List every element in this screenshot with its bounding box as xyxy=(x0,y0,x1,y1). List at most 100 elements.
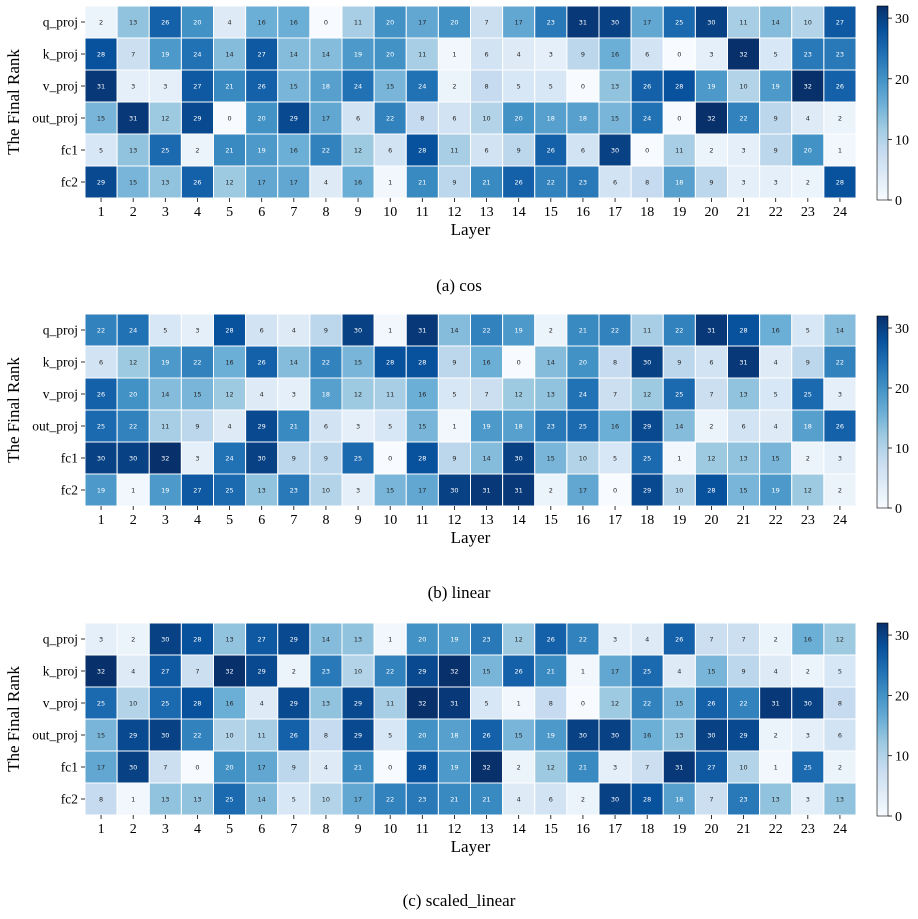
cell-value: 13 xyxy=(611,82,619,90)
cell-value: 6 xyxy=(388,146,392,154)
heatmap-cell xyxy=(470,37,504,71)
cell-value: 23 xyxy=(739,795,747,803)
col-label: 13 xyxy=(480,822,494,837)
cell-value: 26 xyxy=(515,667,523,675)
heatmap-cell xyxy=(341,441,375,475)
cell-value: 5 xyxy=(99,146,103,154)
cell-value: 26 xyxy=(193,178,201,186)
heatmap-cell xyxy=(180,718,215,752)
cell-value: 17 xyxy=(354,795,362,803)
heatmap-cell xyxy=(630,37,664,71)
cell-value: 25 xyxy=(354,454,362,462)
cell-value: 2 xyxy=(452,82,456,90)
cell-value: 15 xyxy=(386,486,394,494)
cell-value: 30 xyxy=(611,146,619,154)
y-axis-label: The Final Rank xyxy=(4,49,23,155)
cell-value: 16 xyxy=(418,390,426,398)
heatmap-cell xyxy=(598,782,632,816)
heatmap-cell xyxy=(405,69,439,103)
cell-value: 6 xyxy=(741,422,745,430)
col-label: 10 xyxy=(383,513,397,528)
row-label: k_proj xyxy=(43,664,78,679)
heatmap-cell xyxy=(759,5,793,39)
cell-value: 28 xyxy=(707,486,715,494)
cell-value: 21 xyxy=(579,763,587,771)
col-label: 4 xyxy=(194,205,201,220)
col-label: 15 xyxy=(544,822,558,837)
cell-value: 21 xyxy=(418,178,426,186)
cell-value: 25 xyxy=(97,422,105,430)
cell-value: 5 xyxy=(484,699,488,707)
cell-value: 19 xyxy=(97,486,105,494)
heatmap-cell xyxy=(791,101,825,135)
cell-value: 28 xyxy=(418,454,426,462)
colorbar xyxy=(876,315,889,509)
cell-value: 18 xyxy=(547,114,555,122)
col-label: 5 xyxy=(226,513,233,528)
cell-value: 12 xyxy=(354,390,362,398)
heatmap-cell xyxy=(373,409,407,443)
cell-value: 11 xyxy=(386,699,394,707)
cell-value: 10 xyxy=(804,18,812,26)
heatmap-cell xyxy=(437,409,472,443)
heatmap-cell xyxy=(823,750,857,784)
cell-value: 20 xyxy=(225,763,233,771)
heatmap-cell xyxy=(84,165,118,199)
cell-value: 3 xyxy=(838,390,842,398)
cell-value: 29 xyxy=(193,114,201,122)
heatmap-cell xyxy=(823,345,857,379)
heatmap-cell xyxy=(405,654,439,688)
cell-value: 27 xyxy=(707,763,715,771)
cell-value: 8 xyxy=(99,795,103,803)
heatmap-cell xyxy=(662,5,696,39)
heatmap-cell xyxy=(759,686,793,720)
cell-value: 30 xyxy=(450,486,458,494)
col-label: 6 xyxy=(258,205,265,220)
heatmap-cell xyxy=(598,441,632,475)
cell-value: 19 xyxy=(772,486,780,494)
cell-value: 13 xyxy=(772,795,780,803)
cell-value: 9 xyxy=(806,358,810,366)
cell-value: 30 xyxy=(611,795,619,803)
cell-value: 30 xyxy=(129,454,137,462)
cell-value: 15 xyxy=(675,699,683,707)
heatmap-cell xyxy=(245,69,279,103)
cell-value: 22 xyxy=(386,114,394,122)
heatmap-cell xyxy=(598,686,632,720)
cell-value: 3 xyxy=(356,486,360,494)
heatmap-cell xyxy=(148,101,182,135)
cell-value: 0 xyxy=(388,454,392,462)
heatmap-cell xyxy=(84,654,118,688)
heatmap-cell xyxy=(823,5,857,39)
col-label: 22 xyxy=(769,205,783,220)
heatmap-cell xyxy=(759,782,793,816)
cell-value: 28 xyxy=(386,358,394,366)
col-label: 20 xyxy=(704,205,718,220)
heatmap-cell xyxy=(566,313,600,347)
cell-value: 23 xyxy=(804,50,812,58)
heatmap-cell xyxy=(694,133,729,167)
cell-value: 6 xyxy=(452,114,456,122)
cell-value: 1 xyxy=(452,422,456,430)
col-label: 16 xyxy=(576,822,590,837)
heatmap-cell xyxy=(180,409,215,443)
cell-value: 16 xyxy=(611,50,619,58)
cell-value: 25 xyxy=(579,422,587,430)
heatmap-cell xyxy=(116,686,150,720)
cell-value: 26 xyxy=(258,82,266,90)
col-label: 19 xyxy=(672,822,686,837)
cell-value: 1 xyxy=(677,454,681,462)
heatmap-cell xyxy=(662,377,696,411)
heatmap-cell xyxy=(116,441,150,475)
cell-value: 23 xyxy=(547,422,555,430)
heatmap-cell xyxy=(116,345,150,379)
cell-value: 0 xyxy=(581,699,585,707)
cell-value: 4 xyxy=(774,667,778,675)
cell-value: 15 xyxy=(611,114,619,122)
row-label: fc2 xyxy=(61,483,78,498)
cell-value: 10 xyxy=(129,699,137,707)
heatmap-cell xyxy=(566,473,600,507)
cell-value: 4 xyxy=(677,667,681,675)
heatmap-cell xyxy=(470,750,504,784)
cell-value: 14 xyxy=(322,635,330,643)
